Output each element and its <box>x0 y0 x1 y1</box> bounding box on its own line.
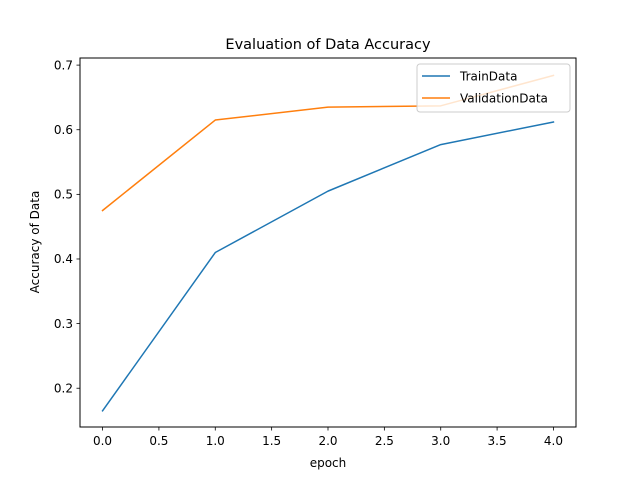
x-tick-label: 4.0 <box>544 434 563 448</box>
y-tick-label: 0.6 <box>54 123 73 137</box>
legend-label: TrainData <box>459 69 517 83</box>
x-tick-label: 0.0 <box>93 434 112 448</box>
y-axis-label: Accuracy of Data <box>28 191 42 294</box>
x-axis-label: epoch <box>310 456 347 470</box>
x-tick-label: 2.0 <box>318 434 337 448</box>
x-tick-label: 3.0 <box>431 434 450 448</box>
x-tick-label: 1.0 <box>206 434 225 448</box>
x-tick-label: 1.5 <box>262 434 281 448</box>
y-tick-label: 0.2 <box>54 381 73 395</box>
x-tick-label: 2.5 <box>375 434 394 448</box>
plot-area <box>80 58 576 427</box>
series-line-traindata <box>101 121 555 412</box>
y-tick-label: 0.4 <box>54 252 73 266</box>
x-tick-label: 0.5 <box>149 434 168 448</box>
legend-label: ValidationData <box>460 91 548 105</box>
x-tick-label: 3.5 <box>488 434 507 448</box>
y-tick-label: 0.3 <box>54 317 73 331</box>
y-tick-label: 0.5 <box>54 188 73 202</box>
y-axis: 0.2 0.3 0.4 0.5 0.6 0.7 <box>54 58 80 395</box>
chart-title: Evaluation of Data Accuracy <box>225 37 431 53</box>
y-tick-label: 0.7 <box>54 58 73 72</box>
x-axis: 0.0 0.5 1.0 1.5 2.0 2.5 3.0 3.5 4.0 <box>93 427 563 448</box>
legend-box <box>416 63 571 113</box>
legend: TrainData ValidationData <box>416 63 571 113</box>
